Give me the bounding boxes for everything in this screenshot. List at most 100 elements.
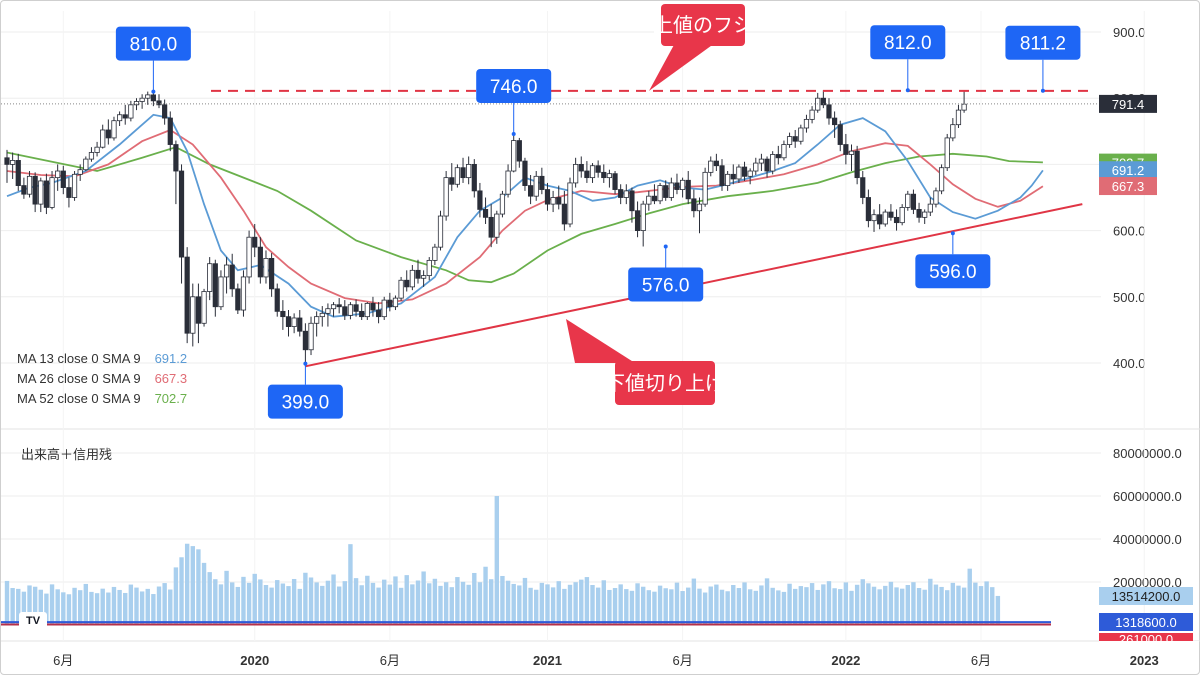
volume-bar (365, 575, 370, 625)
volume-bar (832, 588, 837, 625)
candle-body (437, 215, 444, 248)
candle-body (207, 263, 213, 292)
candle (482, 197, 489, 224)
candle-body (950, 124, 956, 139)
tradingview-logo[interactable]: TV (19, 612, 47, 630)
legend-ma13-label: MA 13 close 0 SMA 9 (17, 351, 141, 366)
candle-body (730, 173, 736, 180)
candle (308, 316, 314, 356)
candle (437, 210, 444, 251)
support-callout-box (615, 361, 715, 405)
price-callout-text: 596.0 (929, 262, 977, 283)
candle (933, 187, 939, 208)
volume-bar (764, 578, 770, 625)
candle (651, 184, 658, 205)
support-callout-text: 下値切り上げ (605, 372, 725, 395)
candle (218, 270, 224, 311)
volume-bar (990, 587, 995, 625)
volume-bar (376, 587, 381, 625)
volume-bar (736, 588, 742, 625)
candle (49, 171, 55, 210)
volume-bar (680, 591, 685, 625)
volume-bar (905, 585, 910, 625)
volume-bar (128, 584, 134, 625)
candle (139, 94, 145, 109)
candle-body (257, 246, 263, 278)
volume-bar (922, 589, 927, 625)
volume-bar (449, 587, 454, 625)
volume-bar (218, 584, 224, 625)
candle (786, 132, 793, 148)
legend-ma13-value: 691.2 (154, 351, 188, 366)
candle-body (229, 264, 235, 290)
volume-bar (866, 583, 871, 625)
candle-body (916, 209, 922, 218)
price-callout-text: 576.0 (642, 275, 690, 296)
ma26-line (6, 128, 1044, 305)
volume-bar (956, 585, 961, 625)
volume-bar (44, 593, 49, 625)
candle-body (105, 129, 111, 139)
volume-bar (196, 549, 201, 625)
candle-body (240, 276, 247, 311)
candle-body (770, 154, 776, 172)
candle (798, 124, 804, 145)
candle-body (550, 197, 556, 205)
time-tick-label: 6月 (971, 653, 991, 668)
price-callout-dot (663, 244, 668, 249)
volume-bar (173, 567, 179, 625)
candle (223, 257, 230, 294)
time-tick-label: 6月 (380, 653, 400, 668)
volume-bar (415, 580, 421, 625)
volume-bar (370, 582, 376, 625)
candle (561, 190, 567, 231)
volume-bar (331, 574, 336, 625)
volume-bar (674, 582, 680, 625)
volume-bar (686, 587, 691, 625)
volume-bar (359, 585, 364, 625)
candle (499, 190, 506, 218)
volume-bar (894, 587, 899, 625)
time-tick-label: 2023 (1130, 653, 1159, 668)
candle-body (905, 193, 911, 208)
volume-bar (427, 583, 432, 625)
candle-body (26, 175, 33, 195)
candle-body (775, 154, 781, 159)
candle (167, 111, 173, 152)
candle-body (854, 150, 860, 179)
volume-bar (838, 589, 843, 625)
volume-tick-label: 20000000.0 (1113, 575, 1182, 590)
candle-body (691, 198, 697, 212)
candle-body (336, 304, 342, 308)
candle-body (758, 158, 765, 164)
volume-bar (550, 587, 556, 625)
candle (871, 209, 877, 232)
candle-body (4, 157, 10, 165)
volume-bar (291, 578, 297, 625)
volume-bar (460, 581, 466, 625)
candle-body (156, 100, 162, 106)
candle-body (922, 211, 928, 218)
volume-bar (776, 590, 781, 625)
credit-sell-axis-badge-bg (1099, 633, 1193, 641)
volume-bar (263, 585, 269, 625)
candle-body (955, 109, 962, 126)
volume-bar (207, 572, 212, 625)
candle (105, 119, 111, 145)
candle (888, 204, 894, 221)
candle-body (708, 160, 714, 173)
candle (764, 156, 770, 178)
candle (117, 111, 123, 127)
candle (162, 99, 168, 125)
volume-bar (224, 570, 229, 625)
candle-body (618, 189, 624, 198)
price-callout-dot (950, 231, 955, 236)
candle-body (100, 129, 106, 148)
candle (184, 247, 190, 344)
volume-bar (714, 584, 719, 625)
candle (809, 106, 815, 124)
volume-bar (342, 581, 347, 625)
candle-body (404, 279, 410, 288)
candle (527, 174, 534, 205)
candle (94, 141, 100, 157)
